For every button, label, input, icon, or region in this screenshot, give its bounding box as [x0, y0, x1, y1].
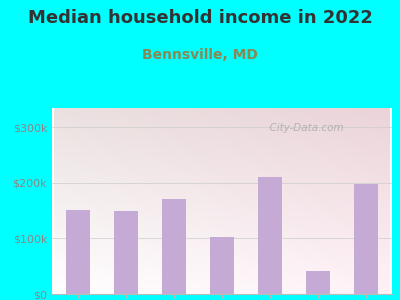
Bar: [114, 211, 138, 294]
Text: Bennsville, MD: Bennsville, MD: [142, 48, 258, 62]
Bar: [258, 177, 282, 294]
Bar: [210, 237, 234, 294]
Text: Median household income in 2022: Median household income in 2022: [28, 9, 372, 27]
Text: City-Data.com: City-Data.com: [263, 123, 344, 133]
Bar: [306, 271, 330, 294]
Bar: [162, 199, 186, 294]
Bar: [354, 184, 378, 294]
Bar: [66, 210, 90, 294]
